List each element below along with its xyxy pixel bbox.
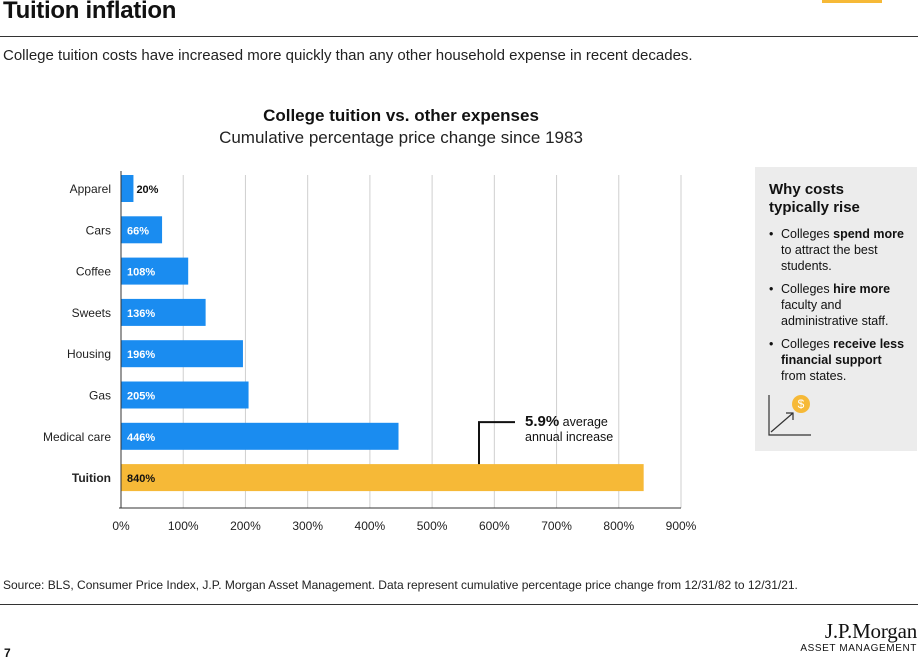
page-subtitle: College tuition costs have increased mor… [3,47,693,64]
sidebar-item: Colleges hire more faculty and administr… [769,281,907,329]
bar [121,422,399,450]
jpmorgan-logo: J.P.Morgan ASSET MANAGEMENT [800,620,917,656]
logo-name: J.P.Morgan [824,619,917,643]
category-label: Cars [86,223,111,237]
category-label: Gas [89,389,111,403]
category-label: Coffee [76,265,111,279]
category-label: Medical care [43,430,111,444]
page-title: Tuition inflation [3,0,177,24]
bar [121,340,243,368]
bar-value-label: 840% [127,473,155,485]
x-tick-label: 800% [603,519,634,533]
x-tick-label: 400% [355,519,386,533]
bar [121,175,134,202]
annotation-line-1: 5.9% average [525,413,608,430]
logo-tagline: ASSET MANAGEMENT [800,643,917,654]
bar-value-label: 446% [127,432,155,444]
sidebar-item: Colleges spend more to attract the best … [769,226,907,274]
annotation-line-2: annual increase [525,430,613,444]
annotation-leader-line [478,421,515,465]
bar-chart: 0% 100% 200% 300% 400% 500% 600% 700% 800% 900% Ap… [43,171,697,533]
category-label: Sweets [72,306,111,320]
category-label: Tuition [72,471,111,485]
growth-chart-dollar-icon: $ [768,395,811,436]
page-number: 7 [4,646,11,660]
bar [121,464,644,492]
bar-value-label: 136% [127,308,155,320]
category-label: Housing [67,347,111,361]
sidebar-title: Why costs typically rise [769,181,860,216]
x-tick-label: 700% [541,519,572,533]
category-label: Apparel [70,182,111,196]
dollar-symbol: $ [798,397,805,411]
bar [121,216,163,244]
sidebar-list: Colleges spend more to attract the best … [769,226,907,384]
chart-title: College tuition vs. other expenses [263,106,539,125]
bar [121,298,206,326]
bar-value-label: 196% [127,349,155,361]
x-tick-label: 300% [292,519,323,533]
x-tick-label: 0% [112,519,130,533]
top-accent-bar [822,0,882,3]
x-tick-label: 900% [666,519,697,533]
why-costs-sidebar: Why costs typically rise Colleges spend … [755,167,917,451]
bar-value-label: 108% [127,267,155,279]
x-tick-label: 200% [230,519,261,533]
sidebar-item: Colleges receive less financial support … [769,336,907,384]
x-tick-label: 500% [417,519,448,533]
x-tick-label: 100% [168,519,199,533]
bar-value-label: 20% [136,184,158,196]
footer-divider [0,604,918,605]
source-note: Source: BLS, Consumer Price Index, J.P. … [3,578,798,592]
title-divider [0,36,918,37]
bar-value-label: 205% [127,391,155,403]
chart-subtitle: Cumulative percentage price change since… [219,128,583,147]
bar [121,381,249,409]
x-tick-label: 600% [479,519,510,533]
bar [121,257,189,285]
bar-value-label: 66% [127,225,149,237]
